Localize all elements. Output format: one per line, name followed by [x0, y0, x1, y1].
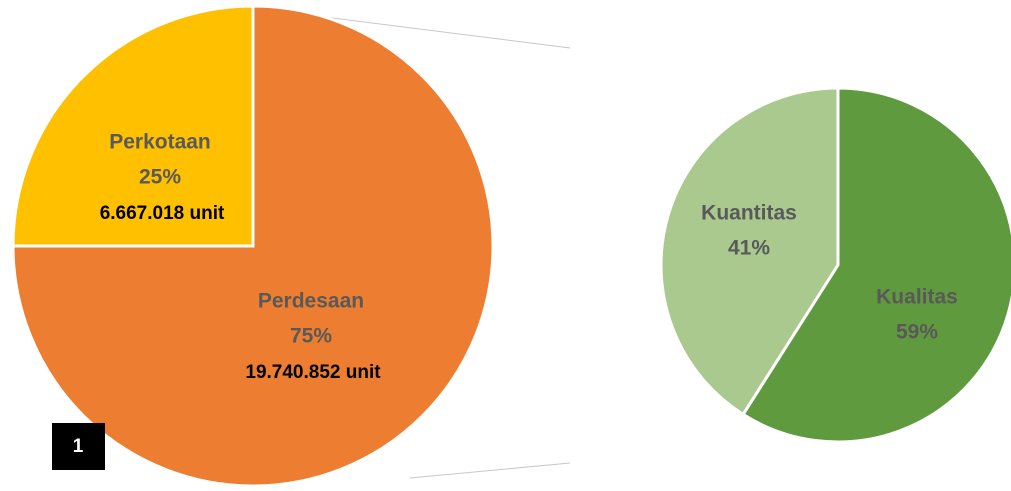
category-label: Perkotaan: [109, 131, 211, 154]
value-label: 75%: [290, 325, 332, 348]
category-label: Kualitas: [876, 286, 958, 309]
category-label: Kuantitas: [701, 202, 797, 225]
pie-slice: [11, 4, 495, 488]
count-label: 6.667.018 unit: [100, 203, 225, 224]
pie-slice: [11, 4, 255, 248]
pie-slice: [741, 86, 1011, 444]
annotation: 1: [73, 436, 84, 457]
category-label: Perdesaan: [258, 290, 364, 313]
connector-line: [409, 462, 571, 479]
value-label: 41%: [728, 237, 770, 260]
value-label: 59%: [896, 321, 938, 344]
annotation-box: [52, 423, 105, 470]
count-label: 19.740.852 unit: [245, 362, 381, 383]
value-label: 25%: [139, 166, 181, 189]
